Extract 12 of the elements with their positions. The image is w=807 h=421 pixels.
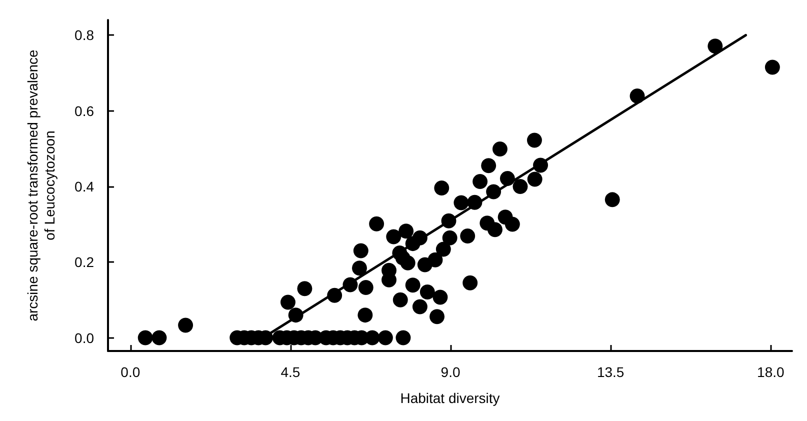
x-tick-label: 18.0 bbox=[757, 364, 784, 380]
x-tick-label: 9.0 bbox=[440, 364, 460, 380]
y-tick-label: 0.8 bbox=[74, 27, 94, 44]
x-tick-label: 0.0 bbox=[120, 364, 140, 380]
y-tick-label: 0.6 bbox=[74, 102, 94, 119]
y-tick-label: 0.2 bbox=[74, 254, 94, 270]
y-tick-label: 0.4 bbox=[74, 178, 94, 194]
y-axis-title: arcsine square-root transformed prevalence of Leucocytozoon bbox=[24, 49, 58, 322]
x-tick-label: 13.5 bbox=[596, 364, 624, 380]
x-axis-title: Habitat diversity bbox=[400, 390, 500, 406]
y-tick-label: 0.0 bbox=[74, 330, 94, 346]
x-tick-label: 4.5 bbox=[280, 364, 300, 380]
